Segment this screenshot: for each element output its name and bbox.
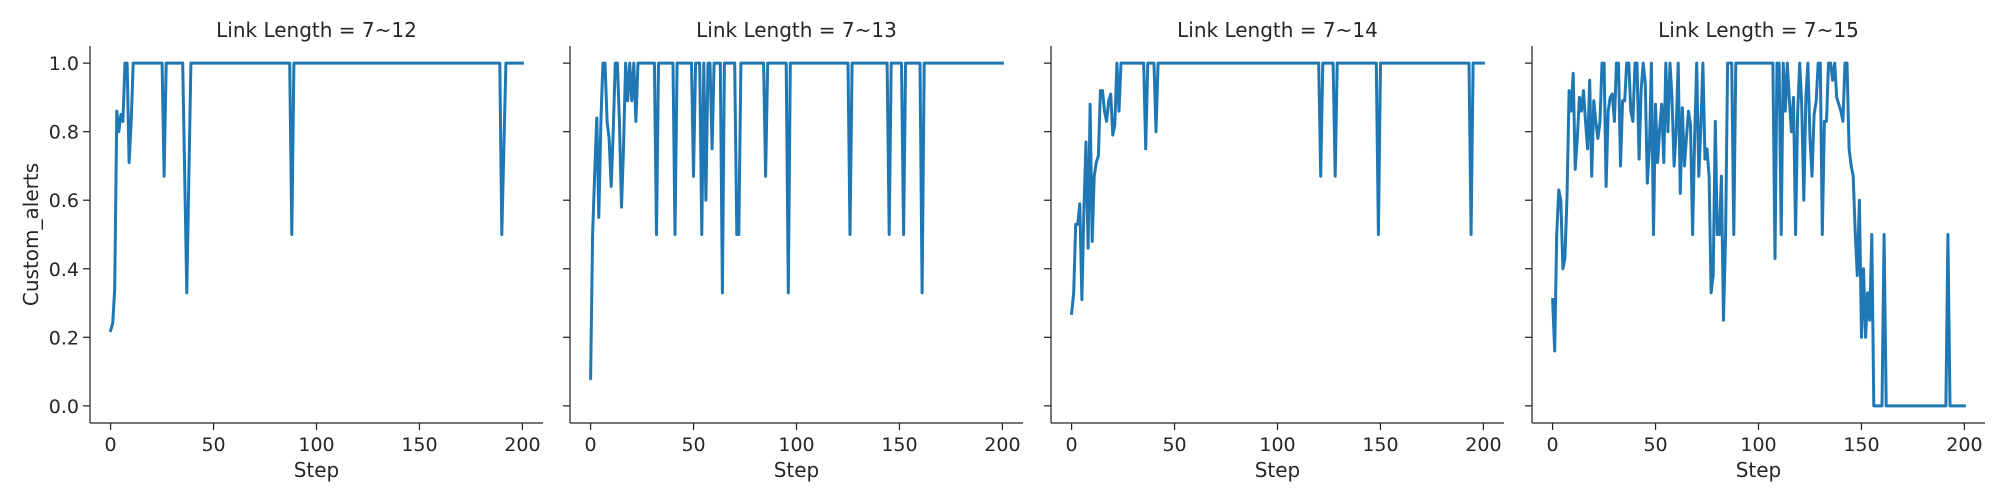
x-tick-label: 200	[984, 434, 1020, 456]
x-tick-label: 100	[1740, 434, 1776, 456]
y-tick-label: 0.4	[49, 259, 79, 281]
y-axis-label: Custom_alerts	[19, 163, 43, 306]
x-tick-label: 0	[105, 434, 117, 456]
subplot-title: Link Length = 7~15	[1658, 18, 1859, 42]
subplot-title: Link Length = 7~12	[216, 18, 417, 42]
x-tick-label: 0	[1547, 434, 1559, 456]
y-tick-label: 0.8	[49, 122, 79, 144]
series-line	[1551, 61, 1966, 408]
subplot-2: Link Length = 7~13 0 50 100 150 200 Step	[563, 18, 1023, 482]
subplot-4: Link Length = 7~15 0 50 100 150 200 Step	[1525, 18, 1985, 482]
x-tick-label: 200	[504, 434, 540, 456]
x-tick-label: 150	[881, 434, 917, 456]
series-line	[589, 61, 1004, 380]
x-tick-label: 200	[1946, 434, 1982, 456]
y-tick-label: 0.6	[49, 190, 79, 212]
series-line	[1069, 61, 1485, 315]
x-tick-label: 0	[585, 434, 597, 456]
x-tick-label: 100	[778, 434, 814, 456]
x-tick-label: 100	[1259, 434, 1295, 456]
x-tick-label: 100	[298, 434, 334, 456]
x-tick-label: 200	[1465, 434, 1501, 456]
subplot-title: Link Length = 7~13	[696, 18, 897, 42]
y-tick-label: 1.0	[49, 53, 79, 75]
x-axis-label: Step	[1736, 458, 1782, 482]
x-tick-label: 0	[1066, 434, 1078, 456]
x-tick-label: 50	[201, 434, 225, 456]
x-axis-label: Step	[294, 458, 340, 482]
x-axis-label: Step	[1255, 458, 1301, 482]
subplot-3: Link Length = 7~14 0 50 100 150 200 Step	[1044, 18, 1504, 482]
x-tick-label: 150	[401, 434, 437, 456]
subplot-1: Link Length = 7~12 0.0 0.2 0.4 0.6 0.8 1.0 0 50 1…	[19, 18, 543, 482]
subplot-grid: Link Length = 7~12 0.0 0.2 0.4 0.6 0.8 1.0 0 50 1…	[19, 18, 1985, 482]
series-line	[108, 61, 524, 333]
subplot-title: Link Length = 7~14	[1177, 18, 1378, 42]
x-tick-label: 50	[681, 434, 705, 456]
x-tick-label: 150	[1843, 434, 1879, 456]
y-tick-label: 0.2	[49, 327, 79, 349]
x-tick-label: 50	[1162, 434, 1186, 456]
x-axis-label: Step	[774, 458, 820, 482]
x-tick-label: 150	[1362, 434, 1398, 456]
x-tick-label: 50	[1643, 434, 1667, 456]
y-tick-label: 0.0	[49, 396, 79, 418]
